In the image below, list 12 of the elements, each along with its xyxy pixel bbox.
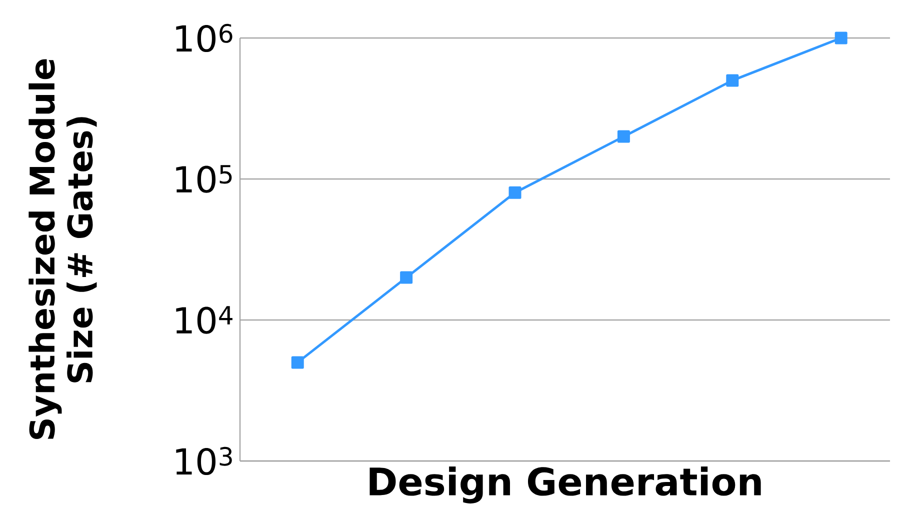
point — [508, 186, 522, 199]
point — [400, 271, 413, 284]
y-tick-label: 10$^{5}$ — [176, 165, 232, 193]
y-axis-title: Synthesized Module Size (# Gates) — [28, 59, 97, 439]
y-tick-label: 10$^{6}$ — [176, 24, 232, 52]
y-tick-label: 10$^{4}$ — [176, 306, 232, 334]
point — [726, 74, 739, 87]
point — [834, 32, 848, 44]
y-tick-label: 10$^{3}$ — [176, 446, 232, 476]
point — [617, 130, 630, 143]
point — [291, 356, 304, 369]
x-axis-title: Design Generation — [370, 466, 761, 504]
